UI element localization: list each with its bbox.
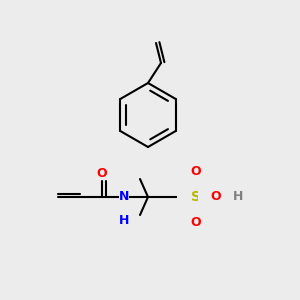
Text: S: S [191,190,201,204]
Text: O: O [97,167,107,180]
Text: O: O [191,165,201,178]
Text: H: H [119,214,129,227]
Text: O: O [191,216,201,229]
Text: O: O [211,190,221,203]
Text: H: H [233,190,243,203]
Text: N: N [119,190,129,202]
